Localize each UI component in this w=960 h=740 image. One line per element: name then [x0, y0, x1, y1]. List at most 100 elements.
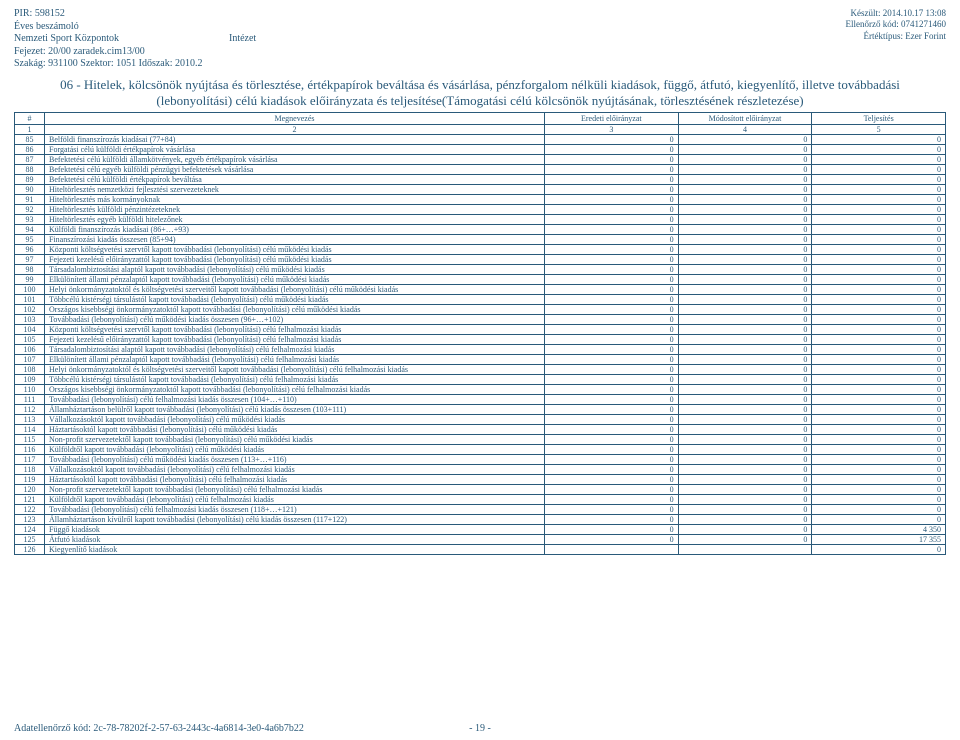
row-index: 123 — [15, 515, 45, 525]
row-modified: 0 — [678, 355, 812, 365]
row-modified: 0 — [678, 415, 812, 425]
row-index: 91 — [15, 195, 45, 205]
row-index: 85 — [15, 135, 45, 145]
pir-code: PIR: 598152 — [14, 8, 256, 21]
subcol-1: 1 — [15, 125, 45, 135]
table-row: 113Vállalkozásoktól kapott továbbadási (… — [15, 415, 946, 425]
row-index: 124 — [15, 525, 45, 535]
row-fulfilment: 0 — [812, 285, 946, 295]
row-modified: 0 — [678, 515, 812, 525]
row-name: Hiteltörlesztés külföldi pénzintézetekne… — [45, 205, 545, 215]
row-modified: 0 — [678, 165, 812, 175]
row-fulfilment: 0 — [812, 145, 946, 155]
row-original: 0 — [545, 375, 679, 385]
page-number: - 19 - — [469, 723, 491, 734]
row-name: Elkülönített állami pénzalaptól kapott t… — [45, 355, 545, 365]
row-modified: 0 — [678, 155, 812, 165]
row-index: 104 — [15, 325, 45, 335]
row-fulfilment: 0 — [812, 435, 946, 445]
row-original: 0 — [545, 325, 679, 335]
row-original: 0 — [545, 275, 679, 285]
table-row: 104Központi költségvetési szervtől kapot… — [15, 325, 946, 335]
row-original: 0 — [545, 285, 679, 295]
page-footer: Adatellenőrző kód: 2c-78-78202f-2-57-63-… — [14, 723, 946, 734]
table-row: 125Átfutó kiadások0017 355 — [15, 535, 946, 545]
row-name: Továbbadási (lebonyolítási) célú működés… — [45, 455, 545, 465]
row-original: 0 — [545, 305, 679, 315]
row-modified: 0 — [678, 325, 812, 335]
row-modified: 0 — [678, 275, 812, 285]
row-index: 113 — [15, 415, 45, 425]
row-modified: 0 — [678, 285, 812, 295]
row-fulfilment: 0 — [812, 485, 946, 495]
row-name: Átfutó kiadások — [45, 535, 545, 545]
table-header-row: # Megnevezés Eredeti előirányzat Módosít… — [15, 113, 946, 125]
szakag-line: Szakág: 931100 Szektor: 1051 Időszak: 20… — [14, 58, 256, 71]
row-name: Külföldtől kapott továbbadási (lebonyolí… — [45, 495, 545, 505]
row-index: 99 — [15, 275, 45, 285]
row-index: 125 — [15, 535, 45, 545]
row-original: 0 — [545, 225, 679, 235]
row-modified: 0 — [678, 425, 812, 435]
row-name: Külföldi finanszírozás kiadásai (86+…+93… — [45, 225, 545, 235]
row-original: 0 — [545, 175, 679, 185]
table-row: 107Elkülönített állami pénzalaptól kapot… — [15, 355, 946, 365]
subcol-4: 4 — [678, 125, 812, 135]
row-index: 102 — [15, 305, 45, 315]
row-original: 0 — [545, 365, 679, 375]
col-modified: Módosított előirányzat — [678, 113, 812, 125]
page-header: PIR: 598152 Éves beszámoló Nemzeti Sport… — [14, 8, 946, 71]
row-index: 86 — [15, 145, 45, 155]
org-line: Nemzeti Sport Központok Intézet — [14, 33, 256, 46]
row-modified: 0 — [678, 485, 812, 495]
table-subheader-row: 1 2 3 4 5 — [15, 125, 946, 135]
row-index: 115 — [15, 435, 45, 445]
row-fulfilment: 0 — [812, 375, 946, 385]
value-type: Értéktípus: Ezer Forint — [846, 31, 947, 42]
row-index: 116 — [15, 445, 45, 455]
table-row: 101Többcélú kistérségi társulástól kapot… — [15, 295, 946, 305]
table-row: 100Helyi önkormányzatoktól és költségvet… — [15, 285, 946, 295]
row-modified: 0 — [678, 455, 812, 465]
row-original: 0 — [545, 445, 679, 455]
row-index: 97 — [15, 255, 45, 265]
table-row: 95Finanszírozási kiadás összesen (85+94)… — [15, 235, 946, 245]
row-original: 0 — [545, 505, 679, 515]
row-index: 98 — [15, 265, 45, 275]
table-row: 106Társadalombiztosítási alaptól kapott … — [15, 345, 946, 355]
row-modified: 0 — [678, 495, 812, 505]
row-fulfilment: 0 — [812, 385, 946, 395]
row-index: 90 — [15, 185, 45, 195]
row-name: Továbbadási (lebonyolítási) célú felhalm… — [45, 395, 545, 405]
row-name: Hiteltörlesztés egyéb külföldi hitelezőn… — [45, 215, 545, 225]
table-row: 93Hiteltörlesztés egyéb külföldi hitelez… — [15, 215, 946, 225]
row-name: Országos kisebbségi önkormányzatoktól ka… — [45, 305, 545, 315]
table-row: 121Külföldtől kapott továbbadási (lebony… — [15, 495, 946, 505]
row-name: Országos kisebbségi önkormányzatoktól ka… — [45, 385, 545, 395]
row-name: Finanszírozási kiadás összesen (85+94) — [45, 235, 545, 245]
row-fulfilment: 0 — [812, 175, 946, 185]
table-row: 86Forgatási célú külföldi értékpapírok v… — [15, 145, 946, 155]
row-name: Hiteltörlesztés nemzetközi fejlesztési s… — [45, 185, 545, 195]
row-fulfilment: 0 — [812, 215, 946, 225]
table-row: 119Háztartásoktól kapott továbbadási (le… — [15, 475, 946, 485]
row-name: Társadalombiztosítási alaptól kapott tov… — [45, 265, 545, 275]
subcol-2: 2 — [45, 125, 545, 135]
row-modified: 0 — [678, 145, 812, 155]
table-row: 94Külföldi finanszírozás kiadásai (86+…+… — [15, 225, 946, 235]
row-modified: 0 — [678, 245, 812, 255]
row-fulfilment: 0 — [812, 365, 946, 375]
table-row: 118Vállalkozásoktól kapott továbbadási (… — [15, 465, 946, 475]
subcol-3: 3 — [545, 125, 679, 135]
row-name: Helyi önkormányzatoktól és költségvetési… — [45, 365, 545, 375]
row-modified: 0 — [678, 375, 812, 385]
row-name: Helyi önkormányzatoktól és költségvetési… — [45, 285, 545, 295]
row-original: 0 — [545, 255, 679, 265]
row-original: 0 — [545, 345, 679, 355]
row-index: 87 — [15, 155, 45, 165]
row-fulfilment: 0 — [812, 275, 946, 285]
row-fulfilment: 0 — [812, 415, 946, 425]
row-name: Függő kiadások — [45, 525, 545, 535]
row-modified: 0 — [678, 385, 812, 395]
row-modified: 0 — [678, 265, 812, 275]
